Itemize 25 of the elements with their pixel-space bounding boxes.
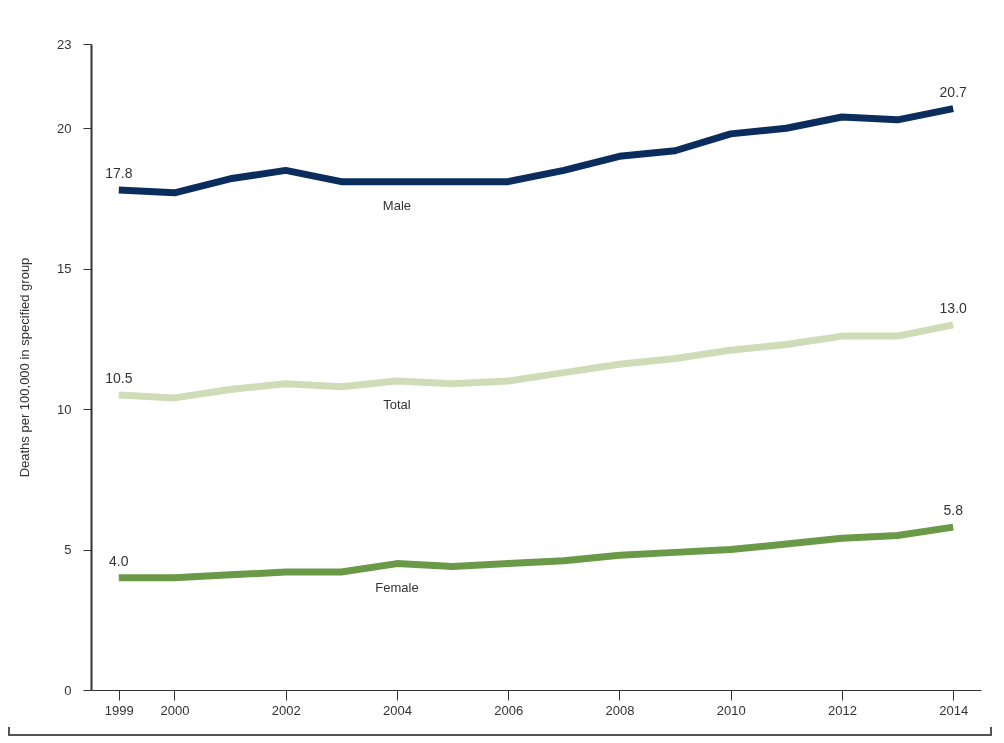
- y-tick-label: 20: [57, 120, 72, 136]
- x-tick-label: 2008: [605, 702, 635, 718]
- series-label: Female: [375, 579, 419, 595]
- data-label: 20.7: [939, 83, 968, 100]
- x-tick-label: 2002: [271, 702, 301, 718]
- x-tick-label: 2014: [939, 702, 969, 718]
- y-axis-title: Deaths per 100,000 in specified group: [17, 257, 33, 478]
- x-tick-label: 2006: [494, 702, 524, 718]
- y-tick-label: 23: [57, 36, 72, 52]
- x-tick-label: 2010: [716, 702, 746, 718]
- y-tick-label: 10: [57, 401, 72, 417]
- data-label: 17.8: [105, 165, 133, 182]
- series-label: Male: [382, 197, 412, 213]
- data-label: 4.0: [109, 552, 129, 569]
- series-label: Total: [383, 397, 411, 413]
- x-tick-label: 2000: [160, 702, 190, 718]
- x-tick-label: 1999: [104, 702, 134, 718]
- data-label: 10.5: [105, 370, 133, 387]
- x-tick-label: 2004: [382, 702, 412, 718]
- y-tick-label: 5: [64, 542, 72, 558]
- y-tick-label: 15: [57, 261, 72, 277]
- y-tick-label: 0: [64, 682, 72, 698]
- data-label: 5.8: [943, 502, 964, 519]
- data-label: 13.0: [939, 299, 968, 316]
- x-tick-label: 2012: [827, 702, 857, 718]
